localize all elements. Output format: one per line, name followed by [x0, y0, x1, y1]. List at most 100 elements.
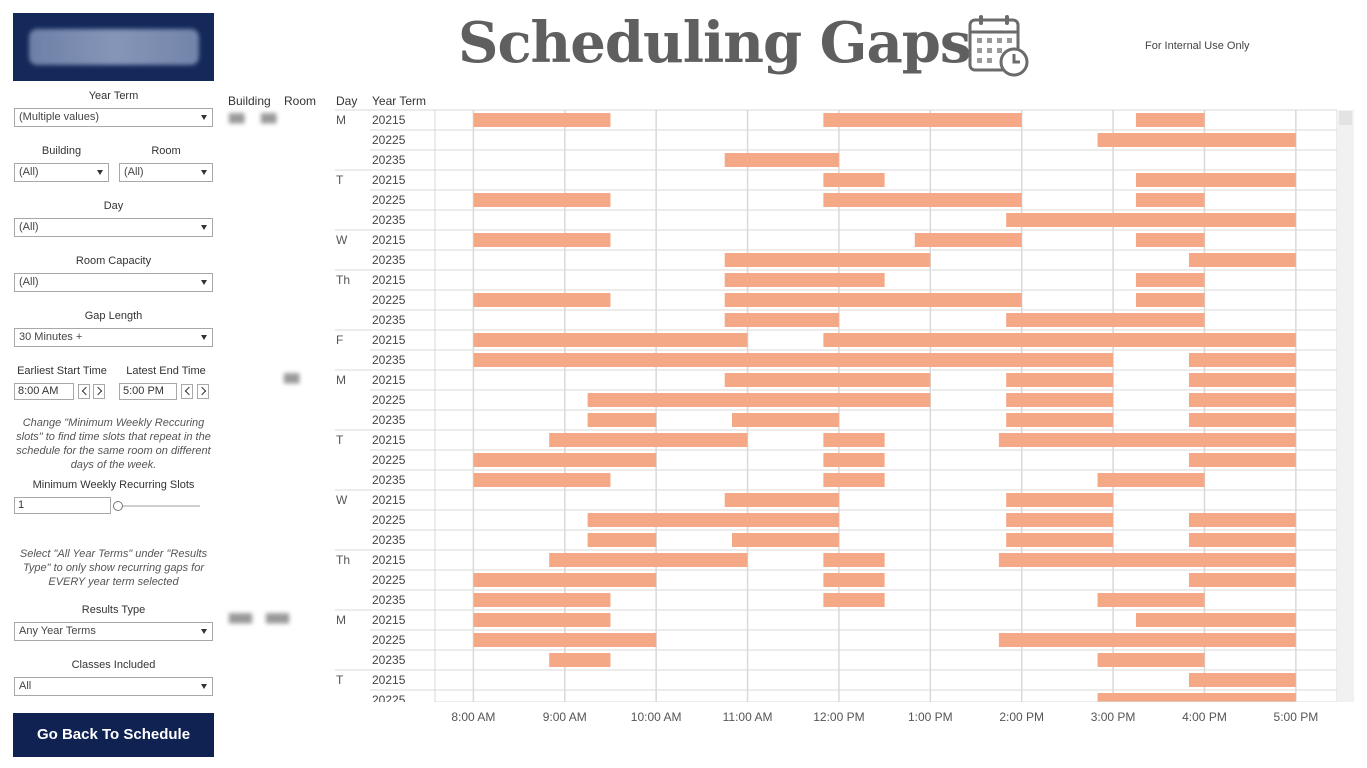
gap-bar[interactable] — [823, 473, 885, 487]
results-type-select[interactable]: Any Year Terms — [14, 622, 213, 641]
building-value: (All) — [19, 166, 39, 178]
gap-bar[interactable] — [1135, 193, 1205, 207]
building-select[interactable]: (All) — [14, 163, 109, 182]
gap-bar[interactable] — [724, 373, 931, 387]
gap-bar[interactable] — [473, 593, 611, 607]
year-term-select[interactable]: (Multiple values) — [14, 108, 213, 127]
year-term-label: 20215 — [372, 173, 406, 187]
day-label: M — [336, 373, 346, 387]
gap-bar[interactable] — [1188, 533, 1296, 547]
gap-bar[interactable] — [1006, 373, 1114, 387]
latest-end-decrement-button[interactable] — [181, 384, 193, 399]
gap-bar[interactable] — [549, 653, 611, 667]
min-recurring-slider-track[interactable] — [118, 505, 200, 507]
gap-bar[interactable] — [1006, 313, 1205, 327]
gap-bar[interactable] — [1188, 393, 1296, 407]
gap-bar[interactable] — [823, 433, 885, 447]
latest-end-increment-button[interactable] — [197, 384, 209, 399]
latest-end-input[interactable]: 5:00 PM — [119, 383, 177, 400]
gap-bar[interactable] — [1188, 373, 1296, 387]
earliest-start-input[interactable]: 8:00 AM — [14, 383, 74, 400]
gap-bar[interactable] — [1135, 113, 1205, 127]
gap-bar[interactable] — [1188, 413, 1296, 427]
gap-bar[interactable] — [1188, 673, 1296, 687]
min-recurring-input[interactable]: 1 — [14, 497, 111, 514]
gap-bar[interactable] — [724, 493, 839, 507]
gap-bar[interactable] — [1135, 613, 1296, 627]
gap-bar[interactable] — [1188, 253, 1296, 267]
clip-mask — [330, 702, 1340, 708]
year-term-label: 20235 — [372, 153, 406, 167]
gap-bar[interactable] — [1097, 133, 1296, 147]
gap-bar[interactable] — [1097, 473, 1205, 487]
gap-bar[interactable] — [823, 453, 885, 467]
classes-included-label: Classes Included — [71, 659, 156, 671]
gap-bar[interactable] — [473, 333, 748, 347]
room-capacity-select[interactable]: (All) — [14, 273, 213, 292]
earliest-start-increment-button[interactable] — [93, 384, 105, 399]
gap-bar[interactable] — [823, 593, 885, 607]
gap-bar[interactable] — [724, 273, 885, 287]
results-type-label: Results Type — [81, 604, 146, 616]
gap-bar[interactable] — [587, 393, 931, 407]
go-back-to-schedule-button[interactable]: Go Back To Schedule — [13, 713, 214, 757]
day-select[interactable]: (All) — [14, 218, 213, 237]
gap-bar[interactable] — [1097, 593, 1205, 607]
room-select[interactable]: (All) — [119, 163, 213, 182]
gap-bar[interactable] — [823, 573, 885, 587]
gap-bar[interactable] — [823, 173, 885, 187]
gap-bar[interactable] — [823, 113, 1022, 127]
gap-bar[interactable] — [473, 233, 611, 247]
gap-bar[interactable] — [823, 553, 885, 567]
gap-bar[interactable] — [473, 573, 657, 587]
gap-bar[interactable] — [1135, 233, 1205, 247]
gap-bar[interactable] — [998, 433, 1296, 447]
gap-bar[interactable] — [998, 553, 1296, 567]
gap-bar[interactable] — [587, 413, 657, 427]
scrollbar-thumb[interactable] — [1339, 111, 1352, 125]
gap-bar[interactable] — [914, 233, 1022, 247]
classes-included-select[interactable]: All — [14, 677, 213, 696]
gap-bar[interactable] — [724, 293, 1022, 307]
vertical-scrollbar[interactable] — [1337, 110, 1354, 702]
gap-bar[interactable] — [473, 353, 1114, 367]
gap-bar[interactable] — [473, 193, 611, 207]
gap-bar[interactable] — [473, 113, 611, 127]
building-room-blurred: ▇▇ — [284, 373, 300, 384]
gap-bar[interactable] — [473, 473, 611, 487]
gap-bar[interactable] — [823, 193, 1022, 207]
gap-bar[interactable] — [1188, 513, 1296, 527]
gap-bar[interactable] — [1188, 453, 1296, 467]
gap-length-select[interactable]: 30 Minutes + — [14, 328, 213, 347]
gap-bar[interactable] — [732, 413, 839, 427]
gap-bar[interactable] — [732, 533, 839, 547]
gap-bar[interactable] — [1006, 513, 1114, 527]
gap-bar[interactable] — [724, 313, 839, 327]
gap-bar[interactable] — [823, 333, 1296, 347]
gap-bar[interactable] — [998, 633, 1296, 647]
gap-bar[interactable] — [549, 433, 748, 447]
gap-bar[interactable] — [473, 633, 657, 647]
gap-bar[interactable] — [1188, 573, 1296, 587]
gap-bar[interactable] — [724, 253, 931, 267]
gap-bar[interactable] — [1097, 653, 1205, 667]
gap-bar[interactable] — [473, 453, 657, 467]
gap-bar[interactable] — [1188, 353, 1296, 367]
gap-bar[interactable] — [587, 513, 839, 527]
x-tick-label: 10:00 AM — [631, 710, 682, 724]
gap-bar[interactable] — [1006, 533, 1114, 547]
gap-bar[interactable] — [1006, 213, 1296, 227]
gap-bar[interactable] — [473, 293, 611, 307]
earliest-start-decrement-button[interactable] — [78, 384, 90, 399]
gap-bar[interactable] — [1135, 173, 1296, 187]
gap-bar[interactable] — [549, 553, 748, 567]
gap-bar[interactable] — [1135, 293, 1205, 307]
gap-bar[interactable] — [1006, 413, 1114, 427]
gap-bar[interactable] — [1006, 493, 1114, 507]
min-recurring-slider-handle[interactable] — [113, 501, 123, 511]
gap-bar[interactable] — [1135, 273, 1205, 287]
gap-bar[interactable] — [587, 533, 657, 547]
gap-bar[interactable] — [724, 153, 839, 167]
gap-bar[interactable] — [473, 613, 611, 627]
gap-bar[interactable] — [1006, 393, 1114, 407]
